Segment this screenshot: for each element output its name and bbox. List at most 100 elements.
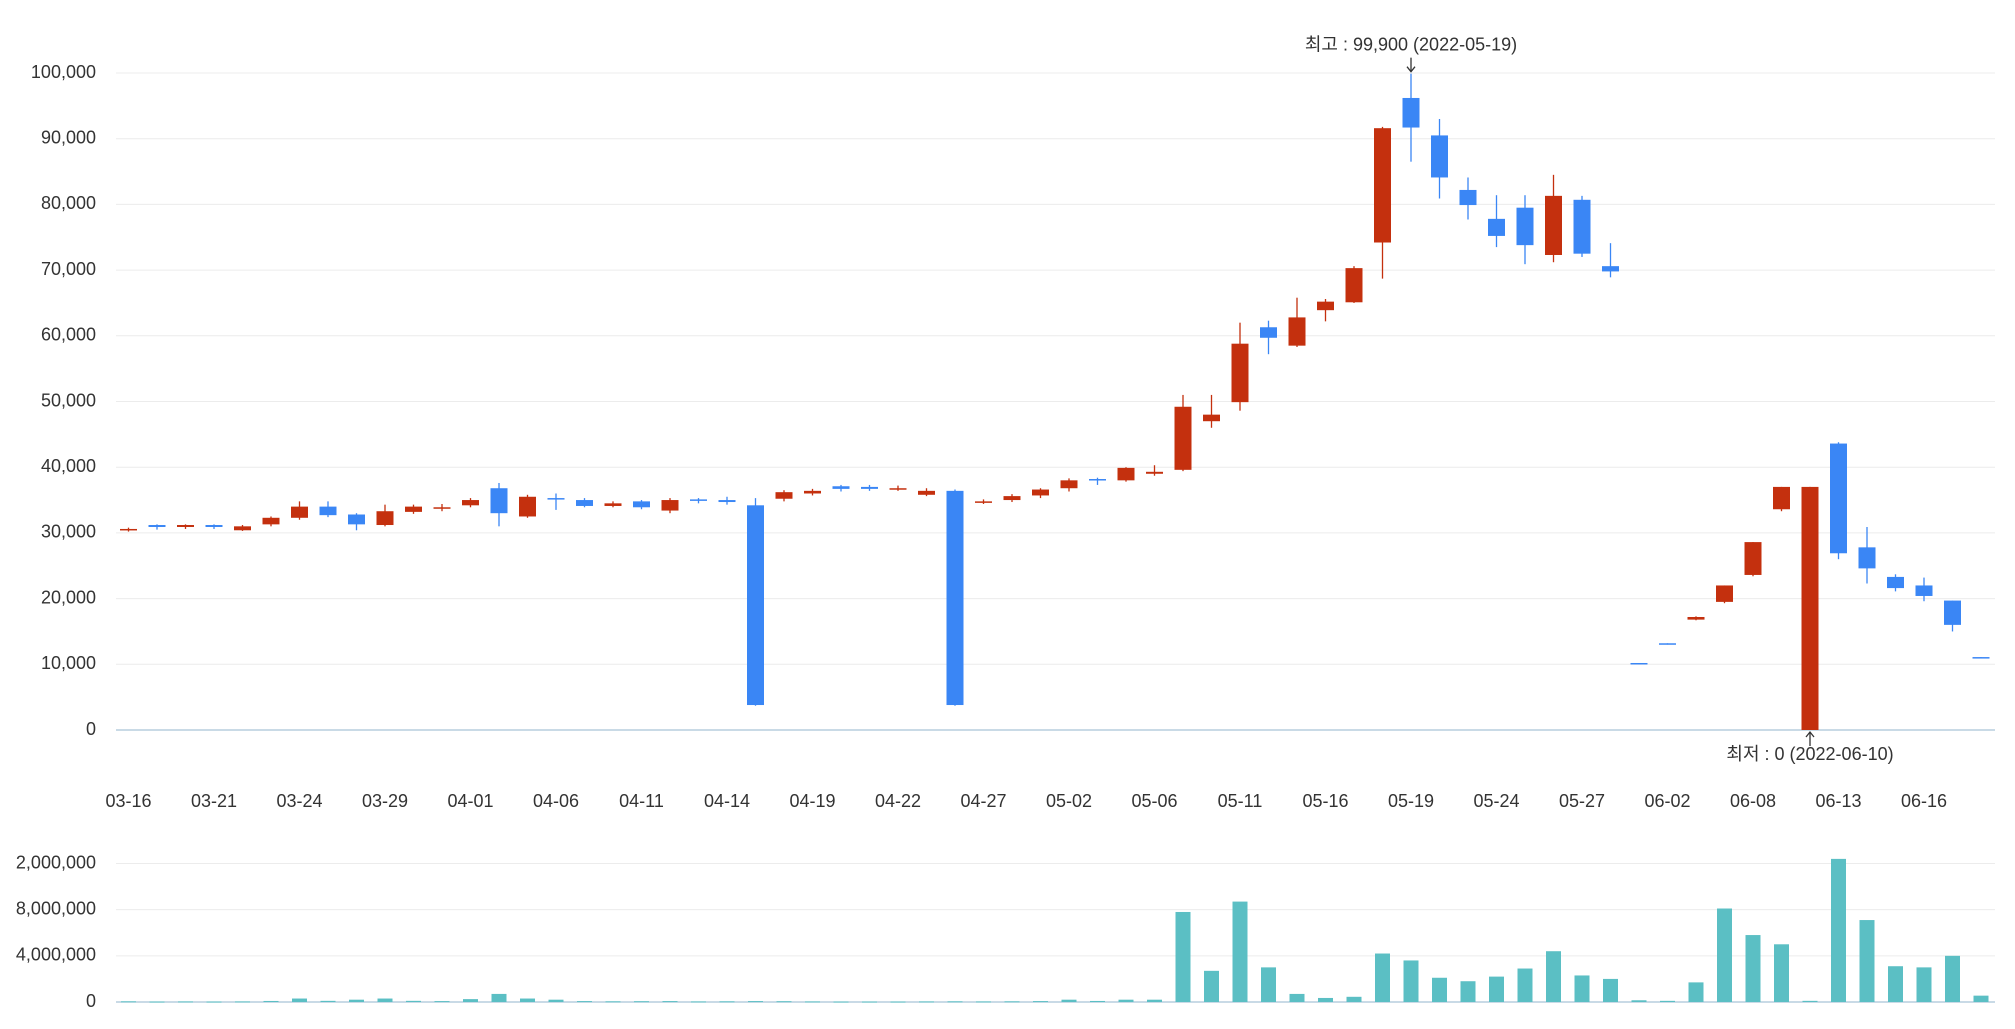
x-tick-label: 06-02: [1644, 791, 1690, 811]
candle-body: [1801, 486, 1819, 730]
x-tick-label: 03-21: [191, 791, 237, 811]
candle-body: [319, 506, 337, 516]
volume-bar: [862, 1001, 877, 1003]
candle-body: [1488, 218, 1505, 236]
x-tick-label: 04-27: [960, 791, 1006, 811]
x-tick-label: 04-11: [619, 791, 664, 811]
candle-body: [1231, 343, 1249, 403]
candle-body: [1887, 576, 1904, 589]
y-tick-label: 4,000,000: [16, 945, 96, 965]
x-tick-label: 06-13: [1815, 791, 1861, 811]
volume-bar: [634, 1001, 649, 1003]
volume-bar: [1660, 1000, 1675, 1002]
volume-bar: [1945, 955, 1960, 1002]
volume-bar: [805, 1001, 820, 1003]
volume-bar: [520, 998, 535, 1002]
candle-body: [348, 514, 365, 525]
volume-bar: [1346, 996, 1362, 1002]
volume-bar: [1688, 982, 1704, 1002]
volume-bar: [947, 1001, 963, 1003]
annotation: 최저 : 0 (2022-06-10): [1726, 744, 1893, 764]
volume-bar: [292, 998, 307, 1002]
candle-body: [1773, 486, 1790, 510]
candle-body: [1288, 317, 1306, 346]
candle-body: [604, 503, 622, 506]
candle-body: [405, 506, 422, 512]
candle-body: [1374, 128, 1391, 243]
volume-bar: [1204, 970, 1219, 1002]
volume-bar: [320, 1000, 336, 1002]
volume-bar: [149, 1001, 165, 1003]
volume-bar: [263, 1000, 279, 1002]
volume-bar: [1802, 1000, 1818, 1002]
candle-body: [120, 528, 137, 531]
volume-bar: [1973, 995, 1989, 1002]
y-tick-label: 50,000: [41, 390, 96, 410]
y-tick-label: 40,000: [41, 456, 96, 476]
annotation: 최고 : 99,900 (2022-05-19): [1305, 34, 1517, 54]
volume-bar: [406, 1000, 421, 1002]
candle-body: [861, 486, 878, 489]
x-tick-label: 04-19: [789, 791, 835, 811]
y-tick-label: 10,000: [41, 653, 96, 673]
volume-bar: [1603, 978, 1618, 1002]
x-tick-label: 03-16: [105, 791, 151, 811]
arrow-head: [1805, 730, 1815, 738]
candle-body: [177, 525, 194, 527]
y-tick-label: 20,000: [41, 587, 96, 607]
volume-bar: [1831, 858, 1846, 1002]
candle-body: [462, 500, 479, 506]
candle-body: [1516, 207, 1534, 246]
arrow-head: [1406, 66, 1416, 73]
volume-bar: [235, 1001, 250, 1003]
x-tick-label: 04-22: [875, 791, 921, 811]
candle-body: [148, 525, 166, 527]
candle-body: [718, 500, 736, 503]
candle-body: [234, 526, 251, 531]
candle-body: [1972, 657, 1990, 659]
volume-bar: [349, 999, 364, 1002]
candle-body: [547, 498, 565, 500]
volume-bar: [1232, 901, 1248, 1002]
volume-bar: [1631, 1000, 1647, 1002]
y-tick-label: 80,000: [41, 193, 96, 213]
y-tick-label: 100,000: [31, 62, 96, 82]
volume-bar: [577, 1001, 592, 1003]
candle-body: [946, 490, 964, 706]
candle-body: [1431, 135, 1448, 178]
candle-body: [804, 490, 821, 494]
candle-body: [1944, 600, 1961, 625]
volume-bar: [1717, 908, 1732, 1002]
volume-bar: [890, 1001, 906, 1003]
volume-bar: [377, 998, 393, 1002]
volume-bar: [1517, 968, 1533, 1002]
x-tick-label: 05-11: [1218, 791, 1263, 811]
x-tick-label: 05-02: [1046, 791, 1092, 811]
y-tick-label: 0: [86, 991, 96, 1011]
volume-bar: [1061, 999, 1077, 1002]
x-tick-label: 05-06: [1131, 791, 1177, 811]
candle-body: [1545, 195, 1562, 255]
volume-bar: [1574, 975, 1590, 1002]
volume-bar: [776, 1001, 792, 1003]
y-tick-label: 60,000: [41, 325, 96, 345]
candle-body: [205, 525, 223, 527]
candle-body: [1459, 189, 1477, 206]
volume-bar: [548, 999, 564, 1002]
volume-bar: [1916, 967, 1932, 1002]
volume-bar: [1403, 960, 1419, 1002]
volume-bar: [1774, 944, 1789, 1002]
candle-body: [1146, 471, 1163, 474]
x-tick-label: 06-16: [1901, 791, 1947, 811]
candle-body: [1573, 199, 1591, 254]
candle-body: [1345, 268, 1363, 303]
candle-body: [490, 488, 508, 514]
volume-bar: [662, 1001, 678, 1003]
volume-bar: [1546, 951, 1561, 1002]
y-tick-label: 90,000: [41, 127, 96, 147]
candle-body: [975, 501, 992, 503]
candle-body: [747, 505, 764, 706]
volume-bar: [1489, 976, 1504, 1002]
candle-body: [1117, 467, 1135, 481]
candle-body: [1402, 97, 1420, 128]
